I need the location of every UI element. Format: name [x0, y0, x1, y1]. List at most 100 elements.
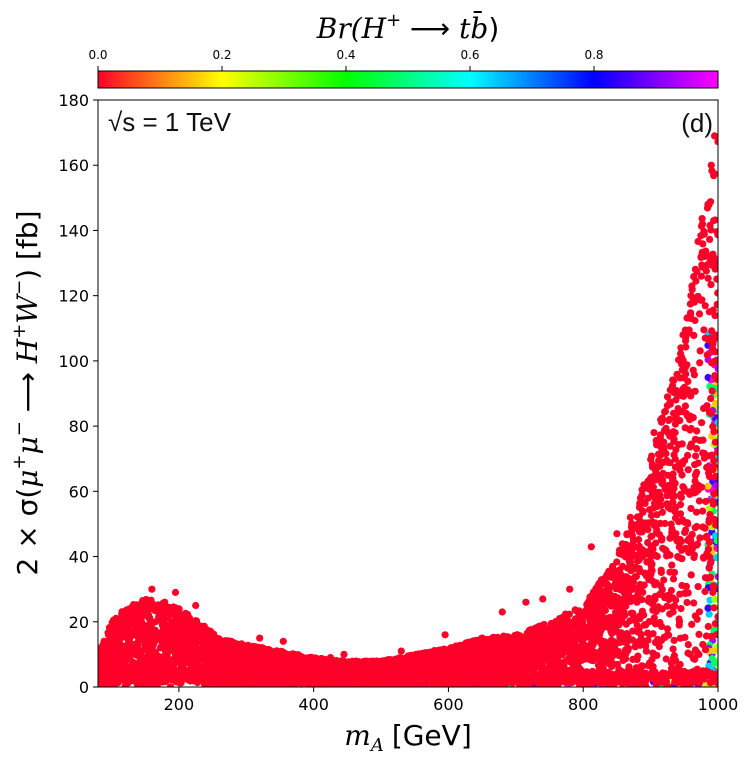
data-point — [142, 596, 150, 604]
data-point — [684, 641, 692, 649]
data-point — [709, 466, 717, 474]
data-point — [691, 477, 699, 485]
data-point — [109, 643, 117, 652]
data-point — [629, 535, 638, 544]
data-point — [681, 402, 690, 410]
data-point — [713, 537, 718, 545]
data-point — [687, 571, 695, 579]
data-point — [686, 426, 694, 434]
data-point — [647, 455, 655, 463]
data-point — [710, 604, 718, 612]
data-point — [652, 529, 661, 537]
data-point — [156, 644, 164, 652]
data-point — [605, 656, 613, 664]
data-point — [622, 650, 630, 658]
data-point — [182, 625, 190, 633]
data-point — [686, 488, 694, 496]
data-point — [676, 510, 685, 518]
data-point — [713, 488, 718, 496]
data-point — [702, 404, 711, 412]
data-point — [688, 285, 696, 293]
data-point — [539, 650, 547, 658]
data-point — [689, 366, 697, 374]
data-point — [676, 374, 684, 382]
data-point — [628, 636, 636, 644]
data-point — [693, 445, 701, 453]
data-point — [714, 365, 718, 373]
colorbar-title: Br(H+ ⟶ tb̄) — [316, 10, 500, 45]
data-point — [159, 658, 167, 666]
data-point — [710, 428, 718, 436]
data-point — [691, 461, 699, 469]
data-point — [704, 482, 712, 490]
colorbar-tick-label: 0.4 — [336, 48, 355, 62]
data-point — [698, 220, 707, 228]
data-point — [556, 615, 564, 623]
data-point — [656, 491, 664, 499]
data-point — [703, 532, 711, 540]
colorbar-title-arrow: ⟶ — [401, 12, 459, 45]
data-point — [648, 600, 657, 608]
data-point — [713, 300, 718, 308]
data-point — [113, 622, 121, 631]
data-point — [125, 635, 134, 643]
data-point — [714, 573, 718, 581]
data-point — [622, 540, 630, 549]
data-point — [714, 289, 718, 297]
data-point — [656, 590, 664, 599]
data-point — [683, 361, 691, 369]
data-point — [668, 528, 676, 536]
data-point — [707, 394, 715, 403]
data-point — [676, 501, 685, 509]
data-point — [141, 640, 149, 648]
data-point — [652, 539, 660, 547]
colorbar-title-plus: + — [386, 10, 401, 31]
data-point — [708, 451, 716, 459]
data-point — [657, 501, 665, 510]
data-point — [620, 598, 628, 606]
data-point — [470, 658, 478, 666]
data-point — [677, 605, 685, 613]
data-point — [596, 581, 604, 590]
data-point — [709, 340, 717, 348]
data-point — [701, 646, 710, 654]
data-point — [704, 622, 712, 631]
data-point — [484, 636, 492, 644]
data-point — [711, 595, 718, 603]
data-point — [107, 662, 115, 670]
data-point — [695, 630, 703, 639]
data-point — [695, 310, 704, 318]
data-point — [616, 633, 624, 641]
data-point — [684, 377, 692, 385]
data-point — [642, 522, 650, 530]
data-point — [662, 655, 670, 663]
colorbar-tick-label: 0.0 — [88, 48, 107, 62]
data-point — [708, 387, 716, 395]
colorbar-title-t: t — [459, 12, 471, 45]
data-point — [146, 614, 154, 622]
data-point — [691, 524, 699, 532]
data-point — [681, 326, 690, 334]
data-point — [713, 275, 718, 283]
data-point — [649, 649, 657, 657]
data-point — [705, 538, 713, 546]
data-point — [637, 630, 645, 638]
data-point — [613, 558, 621, 566]
data-point — [711, 216, 718, 224]
data-point — [702, 497, 710, 506]
data-point — [669, 645, 677, 653]
data-point — [691, 471, 700, 479]
data-point — [691, 316, 699, 325]
data-point — [578, 640, 586, 649]
data-point — [623, 531, 631, 539]
data-point — [709, 500, 718, 508]
data-point — [712, 481, 718, 489]
data-point — [593, 616, 601, 624]
data-point — [695, 497, 704, 505]
data-point — [658, 508, 667, 516]
data-point — [667, 586, 676, 595]
data-point — [585, 645, 593, 653]
data-points — [98, 132, 718, 687]
data-point — [699, 523, 707, 531]
data-point — [714, 138, 718, 146]
